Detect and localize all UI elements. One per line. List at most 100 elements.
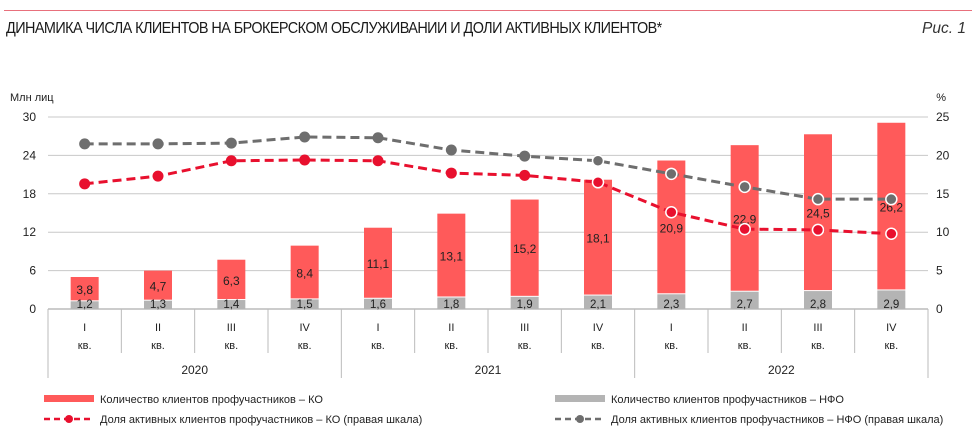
quarter-label: I: [376, 322, 379, 334]
year-label: 2020: [181, 363, 208, 377]
quarter-suffix: кв.: [738, 340, 752, 352]
bar-nfo: [70, 301, 99, 309]
bar-nfo: [364, 298, 392, 309]
point-ko-share: [79, 178, 91, 190]
quarter-label: II: [742, 322, 748, 334]
point-nfo-share: [738, 180, 751, 194]
point-nfo-share: [591, 154, 605, 168]
quarter-suffix: кв.: [298, 340, 312, 352]
right-axis-label: %: [936, 92, 946, 104]
bar-label-ko: 13,1: [440, 250, 464, 264]
point-nfo-share: [152, 138, 164, 150]
bar-label-ko: 3,8: [76, 283, 93, 297]
bar-nfo: [730, 291, 759, 309]
bar-label-ko: 4,7: [150, 280, 167, 294]
left-tick-label: 0: [29, 302, 36, 316]
quarter-suffix: кв.: [78, 340, 92, 352]
bar-label-nfo: 2,7: [737, 299, 753, 311]
left-tick-label: 30: [23, 110, 37, 124]
chart-title: ДИНАМИКА ЧИСЛА КЛИЕНТОВ НА БРОКЕРСКОМ ОБ…: [6, 20, 662, 37]
top-rule: [4, 10, 972, 11]
right-tick-label: 5: [936, 264, 943, 278]
bar-label-ko: 22,9: [733, 212, 757, 226]
bar-ko: [804, 134, 832, 291]
right-tick-label: 0: [936, 302, 943, 316]
quarter-suffix: кв.: [811, 340, 825, 352]
bar-label-nfo: 2,3: [663, 299, 679, 311]
quarter-suffix: кв.: [518, 340, 532, 352]
right-tick-label: 25: [936, 110, 950, 124]
bar-ko: [584, 179, 612, 295]
quarter-label: III: [520, 322, 529, 334]
point-nfo-share: [79, 138, 91, 150]
point-nfo-share: [811, 192, 825, 206]
figure-number: Рис. 1: [922, 20, 966, 37]
bar-label-nfo: 1,5: [297, 299, 313, 311]
bar-ko: [877, 122, 906, 290]
line-ko-share: [84, 158, 892, 236]
bar-label-nfo: 2,9: [883, 299, 899, 311]
quarter-suffix: кв.: [371, 340, 385, 352]
point-nfo-share: [445, 144, 457, 156]
left-tick-label: 12: [23, 225, 37, 239]
point-ko-share: [152, 170, 164, 182]
bar-label-ko: 24,5: [806, 207, 830, 221]
bar-nfo: [804, 291, 832, 309]
bar-label-ko: 15,2: [513, 242, 537, 256]
point-ko-share: [885, 227, 898, 240]
left-axis-label: Млн лиц: [10, 92, 54, 104]
right-tick-label: 10: [936, 225, 950, 239]
point-ko-share: [372, 155, 384, 167]
left-tick-label: 6: [29, 264, 36, 278]
legend-swatch-bar: [555, 395, 605, 402]
line-nfo-share: [84, 135, 892, 201]
point-ko-share: [299, 154, 311, 166]
year-label: 2021: [475, 363, 502, 377]
bar-nfo: [290, 299, 319, 309]
bar-label-nfo: 1,3: [150, 299, 166, 311]
legend-label: Доля активных клиентов профучастников – …: [611, 414, 943, 426]
bar-ko: [144, 270, 172, 300]
point-ko-share: [225, 155, 237, 167]
bar-ko: [364, 227, 392, 298]
bar-label-nfo: 1,2: [77, 299, 93, 311]
point-ko-share: [665, 205, 678, 219]
bar-label-nfo: 1,9: [517, 299, 533, 311]
legend-swatch-point: [576, 415, 584, 423]
bar-nfo: [584, 295, 612, 309]
point-nfo-share: [885, 192, 898, 206]
point-ko-share: [445, 167, 457, 179]
legend-swatch-point: [65, 415, 73, 423]
legend-label: Количество клиентов профучастников – КО: [100, 394, 323, 406]
bar-ko: [70, 277, 99, 301]
bar-nfo: [877, 290, 906, 309]
point-ko-share: [591, 176, 605, 189]
point-nfo-share: [665, 167, 678, 181]
legend-swatch-bar: [44, 395, 94, 402]
legend-label: Количество клиентов профучастников – НФО: [611, 394, 844, 406]
bar-nfo: [510, 296, 539, 309]
bar-ko: [290, 245, 319, 299]
bar-label-nfo: 1,8: [443, 299, 459, 311]
point-ko-share: [738, 222, 751, 236]
bar-ko: [730, 145, 759, 291]
quarter-label: I: [83, 322, 86, 334]
quarter-suffix: кв.: [884, 340, 898, 352]
bar-label-nfo: 1,4: [223, 299, 240, 311]
bar-label-ko: 11,1: [367, 257, 390, 271]
left-tick-label: 24: [23, 148, 37, 162]
point-nfo-share: [299, 131, 311, 143]
bar-label-ko: 8,4: [296, 267, 313, 281]
quarter-label: III: [227, 322, 236, 334]
bar-label-nfo: 2,8: [810, 299, 826, 311]
year-label: 2022: [768, 363, 795, 377]
legend-label: Доля активных клиентов профучастников – …: [100, 414, 422, 426]
quarter-label: II: [448, 322, 454, 334]
quarter-suffix: кв.: [591, 340, 605, 352]
quarter-label: IV: [593, 322, 604, 334]
quarter-label: II: [155, 322, 161, 334]
bar-label-nfo: 2,1: [590, 299, 606, 311]
quarter-label: I: [670, 322, 673, 334]
quarter-label: IV: [299, 322, 310, 334]
